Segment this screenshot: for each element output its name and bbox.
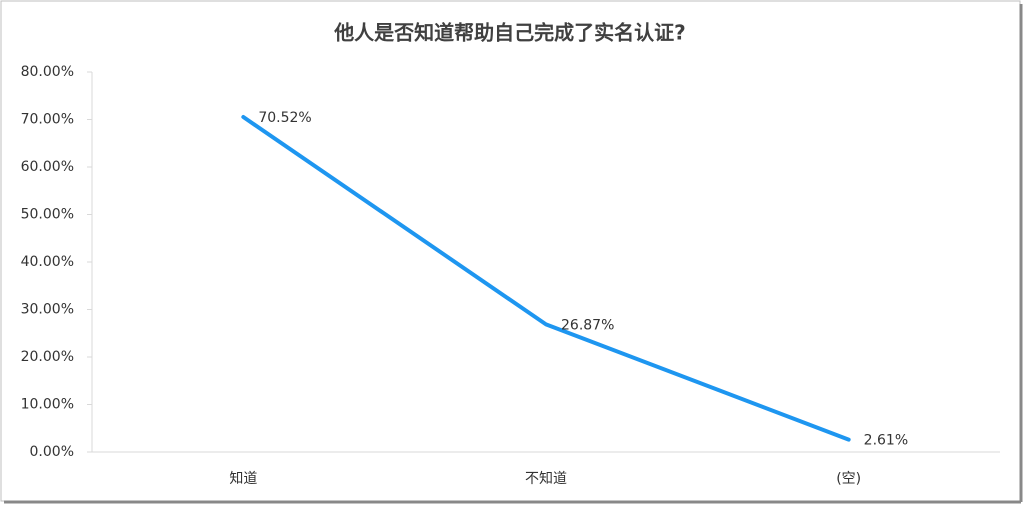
chart-title: 他人是否知道帮助自己完成了实名认证? — [333, 21, 686, 45]
line — [241, 115, 851, 442]
y-tick-label: 0.00% — [30, 444, 74, 460]
y-tick-label: 60.00% — [21, 159, 74, 175]
y-tick-label: 30.00% — [21, 302, 74, 318]
y-tick-label: 10.00% — [21, 397, 74, 413]
y-tick-label: 80.00% — [21, 64, 74, 80]
data-label: 70.52% — [258, 110, 311, 126]
x-tick-label: 不知道 — [525, 470, 567, 487]
y-tick-label: 20.00% — [21, 349, 74, 365]
data-label: 2.61% — [864, 433, 908, 449]
x-tick-label: 知道 — [229, 470, 257, 487]
x-tick-label: (空) — [836, 471, 861, 487]
y-tick-label: 40.00% — [21, 254, 74, 270]
data-label: 26.87% — [561, 317, 614, 333]
y-tick-label: 50.00% — [21, 207, 74, 223]
y-tick-label: 70.00% — [21, 112, 74, 128]
